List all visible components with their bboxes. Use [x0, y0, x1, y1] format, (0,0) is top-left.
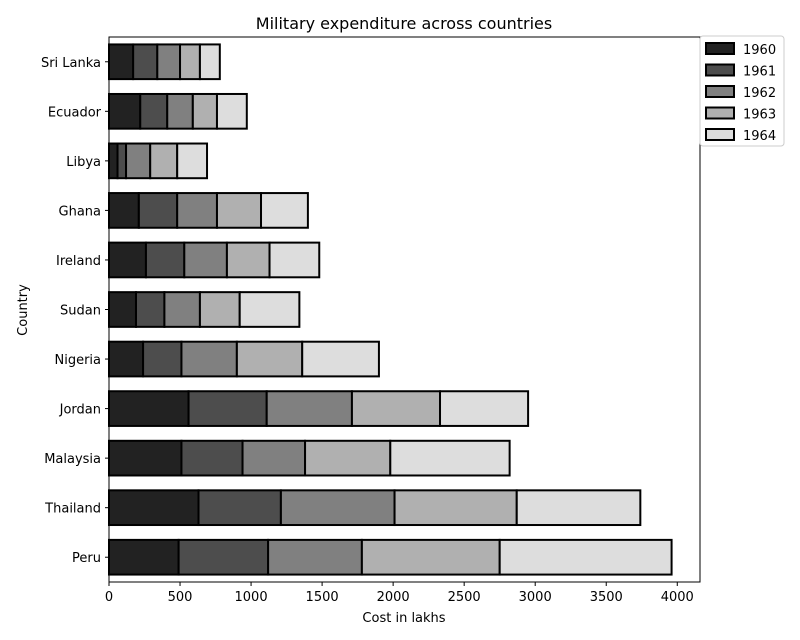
bar-sri-lanka-1962: [157, 44, 180, 79]
bar-nigeria-1961: [143, 342, 181, 377]
bar-nigeria-1962: [181, 342, 236, 377]
x-axis: 0 500 1000 1500 2000 2500 3000 3500 4000: [105, 582, 694, 605]
y-axis: Peru Thailand Malaysia Jordan Nigeria Sudan Ir…: [41, 56, 109, 566]
y-axis-label: Country: [16, 284, 31, 336]
bar-libya-1960: [109, 144, 118, 179]
legend-swatch-1961: [706, 65, 734, 76]
x-tick-label: 3500: [590, 590, 623, 605]
bar-sri-lanka-1964: [200, 44, 220, 79]
x-tick-label: 500: [168, 590, 193, 605]
bar-sudan-1963: [200, 292, 240, 327]
bar-thailand-1960: [109, 490, 199, 525]
x-tick-label: 0: [105, 590, 113, 605]
y-tick-label: Nigeria: [54, 353, 101, 368]
bar-ghana-1963: [217, 193, 261, 228]
bar-ireland-1962: [184, 243, 227, 278]
bar-nigeria-1960: [109, 342, 143, 377]
y-tick-label: Thailand: [44, 502, 101, 517]
legend-label-1962: 1962: [743, 86, 776, 101]
bar-sudan-1960: [109, 292, 136, 327]
x-axis-label: Cost in lakhs: [362, 611, 445, 626]
bar-ecuador-1964: [217, 94, 247, 129]
legend: 1960 1961 1962 1963 1964: [700, 36, 784, 146]
bar-ireland-1964: [270, 243, 320, 278]
bar-thailand-1961: [199, 490, 281, 525]
bar-malaysia-1960: [109, 441, 181, 476]
bar-jordan-1963: [352, 391, 440, 426]
bar-jordan-1960: [109, 391, 189, 426]
bar-libya-1962: [126, 144, 150, 179]
bar-peru-1964: [500, 540, 672, 575]
x-tick-label: 1000: [235, 590, 268, 605]
bar-ecuador-1962: [167, 94, 193, 129]
bar-ireland-1963: [227, 243, 270, 278]
y-tick-label: Ecuador: [48, 105, 102, 120]
bar-sudan-1961: [136, 292, 164, 327]
y-tick-label: Jordan: [59, 403, 101, 418]
x-tick-label: 2500: [448, 590, 481, 605]
bar-sri-lanka-1961: [133, 44, 157, 79]
legend-label-1961: 1961: [743, 65, 776, 80]
bar-nigeria-1964: [302, 342, 379, 377]
bar-peru-1962: [268, 540, 362, 575]
bar-sudan-1964: [240, 292, 300, 327]
bar-sri-lanka-1963: [180, 44, 200, 79]
bar-nigeria-1963: [237, 342, 302, 377]
bar-jordan-1962: [267, 391, 352, 426]
bar-thailand-1962: [281, 490, 395, 525]
bar-malaysia-1961: [181, 441, 242, 476]
bars-layer: [109, 44, 672, 574]
legend-label-1960: 1960: [743, 43, 776, 58]
y-tick-label: Sudan: [60, 304, 101, 319]
bar-ecuador-1961: [140, 94, 167, 129]
bar-peru-1960: [109, 540, 179, 575]
bar-ireland-1961: [146, 243, 184, 278]
y-tick-label: Ireland: [56, 254, 101, 269]
legend-swatch-1963: [706, 108, 734, 119]
bar-ecuador-1960: [109, 94, 140, 129]
x-tick-label: 3000: [519, 590, 552, 605]
x-tick-label: 2000: [377, 590, 410, 605]
bar-ghana-1961: [139, 193, 177, 228]
y-tick-label: Libya: [66, 155, 101, 170]
bar-peru-1961: [179, 540, 269, 575]
y-tick-label: Malaysia: [44, 452, 101, 467]
bar-ghana-1964: [261, 193, 308, 228]
bar-jordan-1964: [440, 391, 528, 426]
bar-libya-1961: [118, 144, 127, 179]
bar-thailand-1963: [395, 490, 517, 525]
legend-swatch-1960: [706, 43, 734, 54]
legend-label-1963: 1963: [743, 108, 776, 123]
legend-swatch-1964: [706, 129, 734, 140]
bar-malaysia-1963: [305, 441, 390, 476]
chart-title: Military expenditure across countries: [256, 14, 552, 33]
bar-malaysia-1964: [390, 441, 509, 476]
bar-sudan-1962: [164, 292, 200, 327]
y-tick-label: Peru: [72, 551, 101, 566]
bar-sri-lanka-1960: [109, 44, 133, 79]
x-tick-label: 4000: [661, 590, 694, 605]
bar-ghana-1960: [109, 193, 139, 228]
bar-libya-1964: [177, 144, 207, 179]
y-tick-label: Ghana: [59, 204, 102, 219]
bar-ireland-1960: [109, 243, 146, 278]
bar-peru-1963: [362, 540, 500, 575]
bar-malaysia-1962: [243, 441, 306, 476]
bar-jordan-1961: [189, 391, 267, 426]
y-tick-label: Sri Lanka: [41, 56, 101, 71]
legend-swatch-1962: [706, 86, 734, 97]
bar-libya-1963: [150, 144, 177, 179]
x-tick-label: 1500: [306, 590, 339, 605]
legend-label-1964: 1964: [743, 129, 776, 144]
bar-thailand-1964: [517, 490, 641, 525]
bar-ecuador-1963: [193, 94, 217, 129]
bar-ghana-1962: [177, 193, 217, 228]
